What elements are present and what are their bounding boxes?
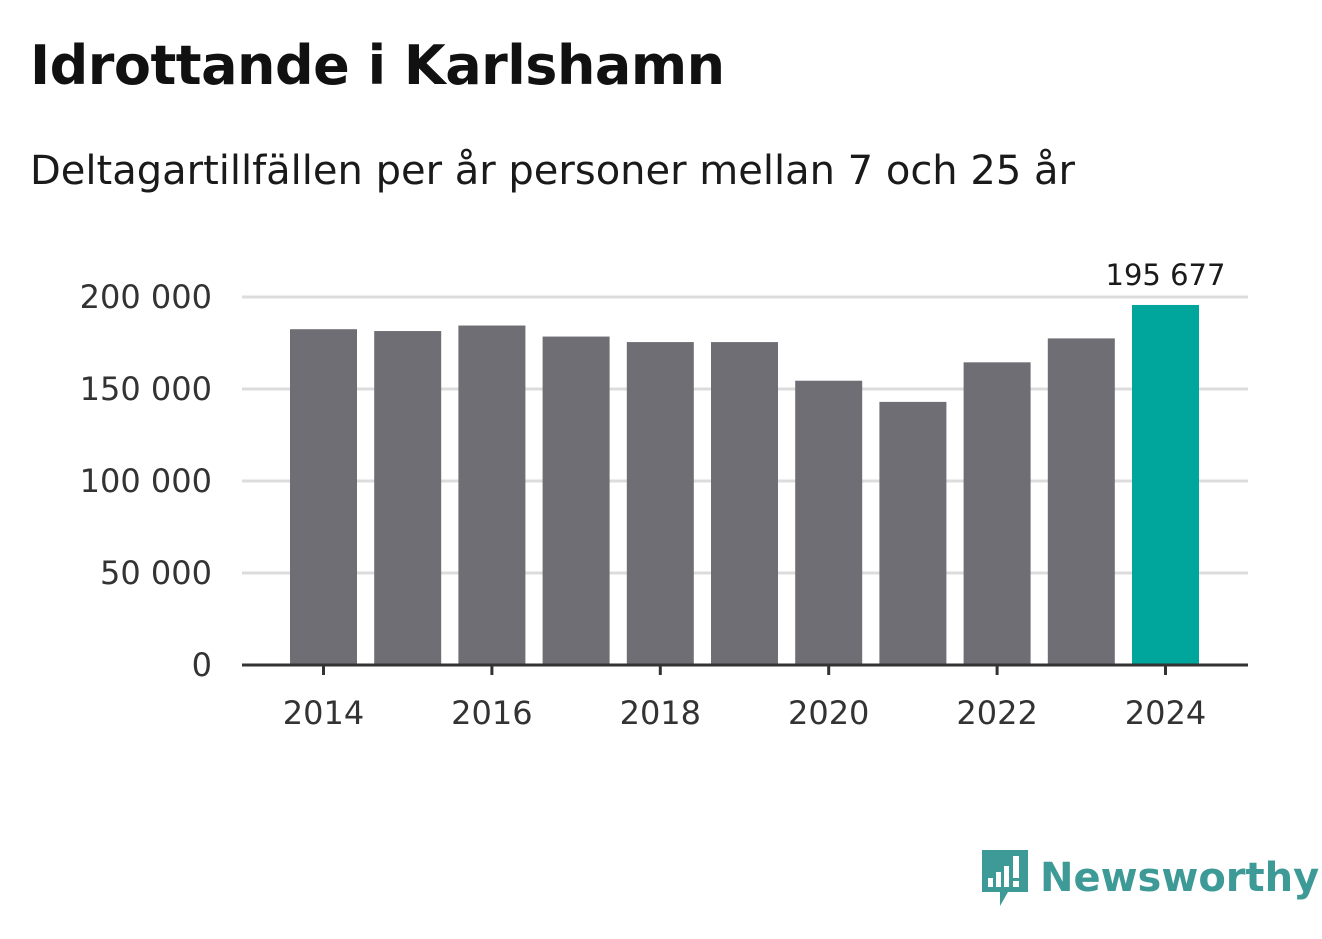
bar-2014 [290,329,357,665]
y-tick-label: 0 [192,646,212,684]
x-tick-label: 2024 [1125,694,1206,732]
bar-2016 [458,325,526,665]
brand-logo: Newsworthy [980,848,1319,908]
newsworthy-logo-icon [982,850,1028,906]
bar-2024 [1132,304,1199,665]
bar-2022 [963,362,1031,665]
x-tick-label: 2020 [788,694,869,732]
bar-2021 [879,401,947,665]
brand-name: Newsworthy [1040,855,1320,901]
bar-2020 [795,380,863,665]
y-tick-label: 150 000 [80,370,212,408]
bar-2017 [542,336,610,665]
bar-2023 [1047,338,1115,665]
data-label-2024: 195 677 [1106,258,1226,292]
x-tick-label: 2018 [620,694,701,732]
y-tick-label: 100 000 [80,462,212,500]
x-tick-label: 2014 [283,694,364,732]
bar-2019 [711,342,778,665]
chart-title: Idrottande i Karlshamn [30,34,725,97]
x-tick-label: 2016 [451,694,532,732]
chart-subtitle: Deltagartillfällen per år personer mella… [30,148,1075,194]
x-tick-label: 2022 [956,694,1037,732]
y-tick-label: 50 000 [100,554,212,592]
bar-2015 [374,331,442,665]
bar-2018 [626,342,694,665]
y-tick-label: 200 000 [80,278,212,316]
